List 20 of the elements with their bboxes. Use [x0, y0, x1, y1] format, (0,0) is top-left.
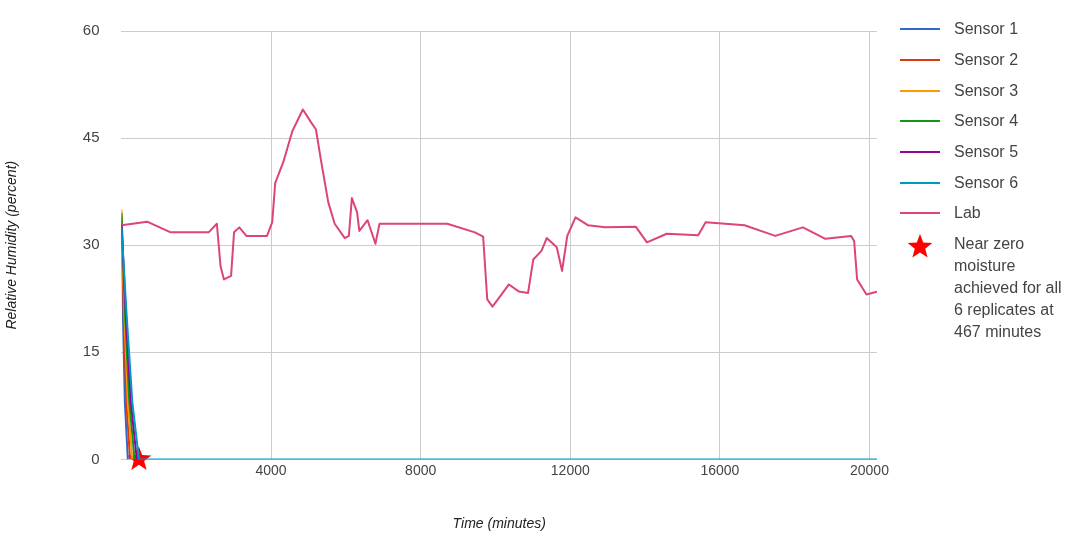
x-tick-label: 16000 — [700, 461, 740, 478]
legend-label: Lab — [954, 204, 981, 223]
x-tick-label: 4000 — [255, 461, 287, 478]
y-tick-label: 60 — [82, 21, 100, 39]
legend-label: Sensor 1 — [954, 20, 1019, 39]
legend-label: Sensor 2 — [954, 51, 1019, 70]
y-tick-label: 0 — [91, 449, 100, 467]
x-tick-label: 20000 — [850, 461, 890, 478]
legend-label: Sensor 3 — [954, 81, 1019, 100]
legend-label: Sensor 5 — [954, 143, 1019, 162]
y-axis-title: Relative Humidity (percent) — [3, 160, 20, 330]
x-tick-label: 12000 — [550, 461, 590, 478]
y-tick-label: 15 — [82, 342, 100, 360]
legend-label: Sensor 6 — [954, 173, 1019, 192]
x-axis-title: Time (minutes) — [452, 515, 546, 532]
y-tick-label: 30 — [82, 235, 100, 253]
y-tick-label: 45 — [82, 128, 100, 146]
x-tick-label: 8000 — [405, 461, 437, 478]
legend-label: Near zero moisture achieved for all 6 replicates at 467 minutes — [954, 233, 1063, 342]
legend-label: Sensor 4 — [954, 112, 1019, 131]
